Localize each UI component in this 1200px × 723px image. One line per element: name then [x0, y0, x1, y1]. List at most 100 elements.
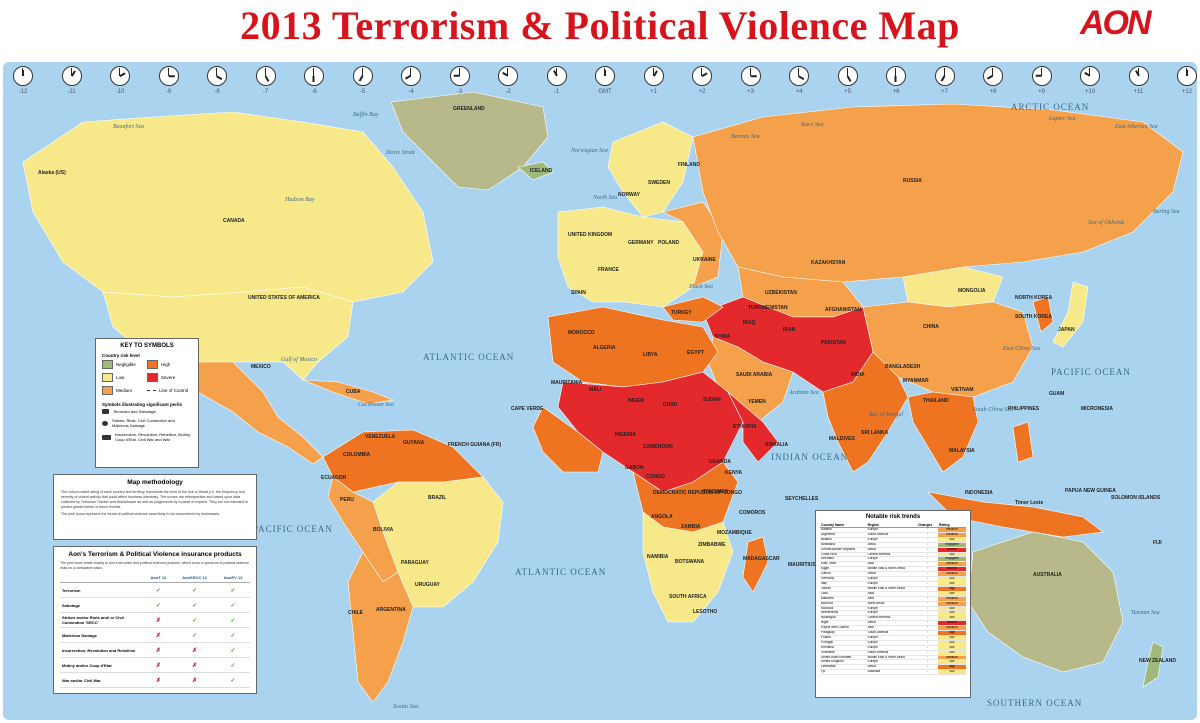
- time-zone-label: -9: [165, 89, 172, 95]
- country-turkey[interactable]: TURKEY: [671, 310, 692, 316]
- country-malaysia[interactable]: MALAYSIA: [949, 448, 975, 454]
- country-cuba[interactable]: CUBA: [346, 389, 361, 395]
- country-kenya[interactable]: KENYA: [725, 470, 743, 476]
- country-new-zealand[interactable]: NEW ZEALAND: [1139, 658, 1176, 664]
- country-bangladesh[interactable]: BANGLADESH: [885, 364, 921, 370]
- country-russia[interactable]: RUSSIA: [903, 178, 922, 184]
- country-peru[interactable]: PERU: [340, 497, 354, 503]
- country-chile[interactable]: CHILE: [348, 610, 363, 616]
- country-ecuador[interactable]: ECUADOR: [321, 475, 347, 481]
- country-norway[interactable]: NORWAY: [618, 192, 640, 198]
- country-namibia[interactable]: NAMIBIA: [647, 554, 669, 560]
- country-congo[interactable]: CONGO: [646, 474, 665, 480]
- country-north-korea[interactable]: NORTH KOREA: [1015, 295, 1053, 301]
- country-mongolia[interactable]: MONGOLIA: [958, 288, 986, 294]
- country-zambia[interactable]: ZAMBIA: [681, 524, 701, 530]
- country-paraguay[interactable]: PARAGUAY: [401, 560, 429, 566]
- country-somalia[interactable]: SOMALIA: [765, 442, 789, 448]
- country-mauritania[interactable]: MAURITANIA: [551, 380, 583, 386]
- country-png[interactable]: PAPUA NEW GUINEA: [1065, 488, 1116, 494]
- country-cameroon[interactable]: CAMEROON: [643, 444, 673, 450]
- country-libya[interactable]: LIBYA: [643, 352, 658, 358]
- country-mali[interactable]: MALI: [589, 387, 602, 393]
- country-chad[interactable]: CHAD: [663, 402, 678, 408]
- country-maldives[interactable]: MALDIVES: [829, 436, 855, 442]
- country-philippines[interactable]: PHILIPPINES: [1008, 406, 1040, 412]
- country-mozambique[interactable]: MOZAMBIQUE: [717, 530, 752, 536]
- country-comoros[interactable]: COMOROS: [739, 510, 766, 516]
- country-china[interactable]: CHINA: [923, 324, 939, 330]
- country-lesotho[interactable]: LESOTHO: [693, 609, 718, 615]
- country-iceland[interactable]: ICELAND: [530, 168, 553, 174]
- country-uruguay[interactable]: URUGUAY: [415, 582, 440, 588]
- country-solomon[interactable]: SOLOMON ISLANDS: [1111, 495, 1161, 501]
- country-botswana[interactable]: BOTSWANA: [675, 559, 705, 565]
- country-thailand[interactable]: THAILAND: [923, 398, 949, 404]
- country-guam[interactable]: GUAM: [1049, 391, 1065, 397]
- country-canada[interactable]: CANADA: [223, 218, 245, 224]
- country-ethiopia[interactable]: ETHIOPIA: [733, 424, 757, 430]
- country-vietnam[interactable]: VIETNAM: [951, 387, 974, 393]
- country-kazakhstan[interactable]: KAZAKHSTAN: [811, 260, 846, 266]
- country-bolivia[interactable]: BOLIVIA: [373, 527, 394, 533]
- country-afghanistan[interactable]: AFGHANISTAN: [825, 307, 862, 313]
- country-syria[interactable]: SYRIA: [715, 334, 731, 340]
- country-brazil[interactable]: BRAZIL: [428, 495, 447, 501]
- country-nigeria[interactable]: NIGERIA: [615, 432, 636, 438]
- country-guyana[interactable]: GUYANA: [403, 440, 425, 446]
- country-sudan[interactable]: SUDAN: [703, 397, 721, 403]
- country-argentina[interactable]: ARGENTINA: [376, 607, 406, 613]
- country-turkmenistan[interactable]: TURKMENISTAN: [748, 305, 788, 311]
- country-iraq[interactable]: IRAQ: [743, 320, 756, 326]
- country-mauritius[interactable]: MAURITIUS: [788, 562, 816, 568]
- country-fiji[interactable]: FIJI: [1153, 540, 1162, 546]
- country-south-africa[interactable]: SOUTH AFRICA: [669, 594, 707, 600]
- country-indonesia[interactable]: INDONESIA: [965, 490, 993, 496]
- country-germany[interactable]: GERMANY: [628, 240, 654, 246]
- country-cape-verde[interactable]: CAPE VERDE: [511, 406, 544, 412]
- country-myanmar[interactable]: MYANMAR: [903, 378, 929, 384]
- country-uganda[interactable]: UGANDA: [709, 459, 731, 465]
- cross-icon: ✗: [173, 657, 217, 674]
- country-pakistan[interactable]: PAKISTAN: [821, 340, 846, 346]
- country-morocco[interactable]: MOROCCO: [568, 330, 595, 336]
- country-colombia[interactable]: COLOMBIA: [343, 452, 371, 458]
- country-sri-lanka[interactable]: SRI LANKA: [861, 430, 889, 436]
- country-tanzania[interactable]: TANZANIA: [703, 489, 729, 495]
- country-niger[interactable]: NIGER: [628, 398, 644, 404]
- country-spain[interactable]: SPAIN: [571, 290, 586, 296]
- table-row: Terrorism ✓ ✓ ✓: [60, 582, 250, 599]
- country-uzbekistan[interactable]: UZBEKISTAN: [765, 290, 797, 296]
- country-angola[interactable]: ANGOLA: [651, 514, 673, 520]
- country-madagascar[interactable]: MADAGASCAR: [743, 556, 780, 562]
- arrow-down-icon: ↓: [916, 581, 938, 587]
- country-poland[interactable]: POLAND: [658, 240, 680, 246]
- country-gabon[interactable]: GABON: [625, 465, 644, 471]
- country-sweden[interactable]: SWEDEN: [648, 180, 670, 186]
- country-egypt[interactable]: EGYPT: [687, 350, 704, 356]
- country-finland[interactable]: FINLAND: [678, 162, 700, 168]
- country-yemen[interactable]: YEMEN: [748, 399, 766, 405]
- country-india[interactable]: INDIA: [851, 372, 865, 378]
- country-south-korea[interactable]: SOUTH KOREA: [1015, 314, 1052, 320]
- country-seychelles[interactable]: SEYCHELLES: [785, 496, 819, 502]
- country-mexico[interactable]: MEXICO: [251, 364, 271, 370]
- country-zimbabwe[interactable]: ZIMBABWE: [698, 542, 726, 548]
- country-japan[interactable]: JAPAN: [1058, 327, 1075, 333]
- country-greenland[interactable]: GREENLAND: [453, 106, 485, 112]
- country-usa[interactable]: UNITED STATES OF AMERICA: [248, 295, 320, 301]
- country-alaska[interactable]: Alaska (US): [38, 170, 66, 176]
- country-drc[interactable]: DEMOCRATIC REPUBLIC OF CONGO: [653, 490, 743, 496]
- country-iran[interactable]: IRAN: [783, 327, 796, 333]
- country-uk[interactable]: UNITED KINGDOM: [568, 232, 613, 238]
- country-micronesia[interactable]: MICRONESIA: [1081, 406, 1113, 412]
- country-france[interactable]: FRANCE: [598, 267, 619, 273]
- country-venezuela[interactable]: VENEZUELA: [365, 434, 396, 440]
- country-algeria[interactable]: ALGERIA: [593, 345, 616, 351]
- country-ukraine[interactable]: UKRAINE: [693, 257, 716, 263]
- country-saudi[interactable]: SAUDI ARABIA: [736, 372, 773, 378]
- country-french-guiana[interactable]: FRENCH GUIANA (FR): [448, 442, 502, 448]
- country-australia[interactable]: AUSTRALIA: [1033, 572, 1062, 578]
- insurance-col-blank: [60, 573, 144, 584]
- country-east-timor[interactable]: Timor Leste: [1015, 500, 1044, 506]
